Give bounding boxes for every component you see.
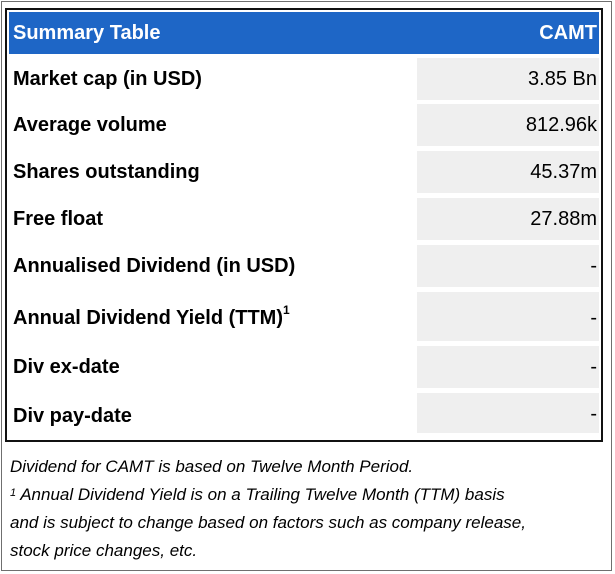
- row-label: Div pay-date: [13, 405, 132, 427]
- row-value-cell: -: [417, 346, 599, 388]
- row-value: -: [590, 356, 597, 378]
- row-value-cell: 45.37m: [417, 151, 599, 193]
- footnote-marker: 1: [10, 487, 17, 499]
- row-value-cell: -: [417, 292, 599, 341]
- footnote-marker: 1: [283, 303, 290, 318]
- row-label: Average volume: [13, 114, 167, 136]
- footnote-line: and is subject to change based on factor…: [10, 513, 526, 532]
- row-value: -: [590, 255, 597, 277]
- row-value: 812.96k: [525, 114, 597, 136]
- row-label: Annualised Dividend (in USD): [13, 255, 296, 277]
- row-label: Market cap (in USD): [13, 68, 202, 90]
- row-label: Free float: [13, 208, 104, 230]
- footnote-text: Annual Dividend Yield is on a Trailing T…: [16, 485, 505, 504]
- row-label: Div ex-date: [13, 356, 120, 378]
- table-row-average-volume: Average volume 812.96k: [9, 103, 599, 146]
- row-label: Shares outstanding: [13, 161, 200, 183]
- table-row-div-ex-date: Div ex-date -: [9, 345, 599, 388]
- ticker-label: CAMT: [539, 22, 597, 44]
- table-row-shares-outstanding: Shares outstanding 45.37m: [9, 150, 599, 193]
- table-row-free-float: Free float 27.88m: [9, 197, 599, 240]
- row-value: 45.37m: [530, 161, 597, 183]
- row-value: -: [590, 403, 597, 425]
- footnote-line: 1 Annual Dividend Yield is on a Trailing…: [10, 481, 606, 509]
- table-row-market-cap: Market cap (in USD) 3.85 Bn: [9, 57, 599, 100]
- row-label-wrapper: Annual Dividend Yield (TTM)1: [13, 304, 290, 330]
- footnote-line: stock price changes, etc.: [10, 541, 198, 560]
- table-row-annualised-dividend: Annualised Dividend (in USD) -: [9, 244, 599, 287]
- row-value: 27.88m: [530, 208, 597, 230]
- row-label: Annual Dividend Yield (TTM): [13, 307, 283, 329]
- table-row-div-pay-date: Div pay-date -: [9, 392, 599, 438]
- row-value-cell: 27.88m: [417, 198, 599, 240]
- table-title: Summary Table: [13, 22, 161, 44]
- row-value-cell: 812.96k: [417, 104, 599, 146]
- row-value: -: [590, 307, 597, 329]
- footnotes: Dividend for CAMT is based on Twelve Mon…: [10, 453, 606, 565]
- row-value-cell: -: [417, 393, 599, 433]
- summary-table: Summary Table CAMT Market cap (in USD) 3…: [5, 8, 603, 442]
- row-value-cell: 3.85 Bn: [417, 58, 599, 100]
- dividend-note: Dividend for CAMT is based on Twelve Mon…: [10, 457, 414, 476]
- table-header: Summary Table CAMT: [9, 12, 599, 54]
- row-value-cell: -: [417, 245, 599, 287]
- row-value: 3.85 Bn: [528, 68, 597, 90]
- table-row-dividend-yield: Annual Dividend Yield (TTM)1 -: [9, 291, 599, 341]
